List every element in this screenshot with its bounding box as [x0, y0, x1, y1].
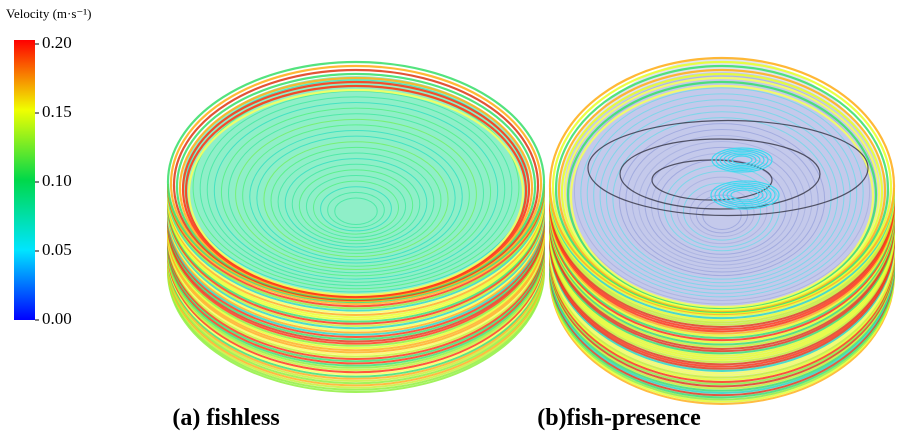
- color-bar: [14, 40, 35, 320]
- tick-label: 0.00: [42, 309, 72, 328]
- caption: (a) fishless: [172, 405, 279, 431]
- legend-title: Velocity (m·s⁻¹): [6, 6, 92, 21]
- figure: Velocity (m·s⁻¹) 0.20 0.15 0.10 0.05 0.00 (a…: [0, 0, 912, 441]
- tick-label: 0.20: [42, 33, 72, 52]
- tank-fishless: [168, 62, 544, 392]
- legend-ticks: 0.20 0.15 0.10 0.05 0.00: [35, 33, 72, 328]
- caption: (b)fish-presence: [537, 405, 701, 431]
- tick-label: 0.05: [42, 240, 72, 259]
- tick-label: 0.10: [42, 171, 72, 190]
- tick-label: 0.15: [42, 102, 72, 121]
- tank-fish-presence: [550, 58, 894, 404]
